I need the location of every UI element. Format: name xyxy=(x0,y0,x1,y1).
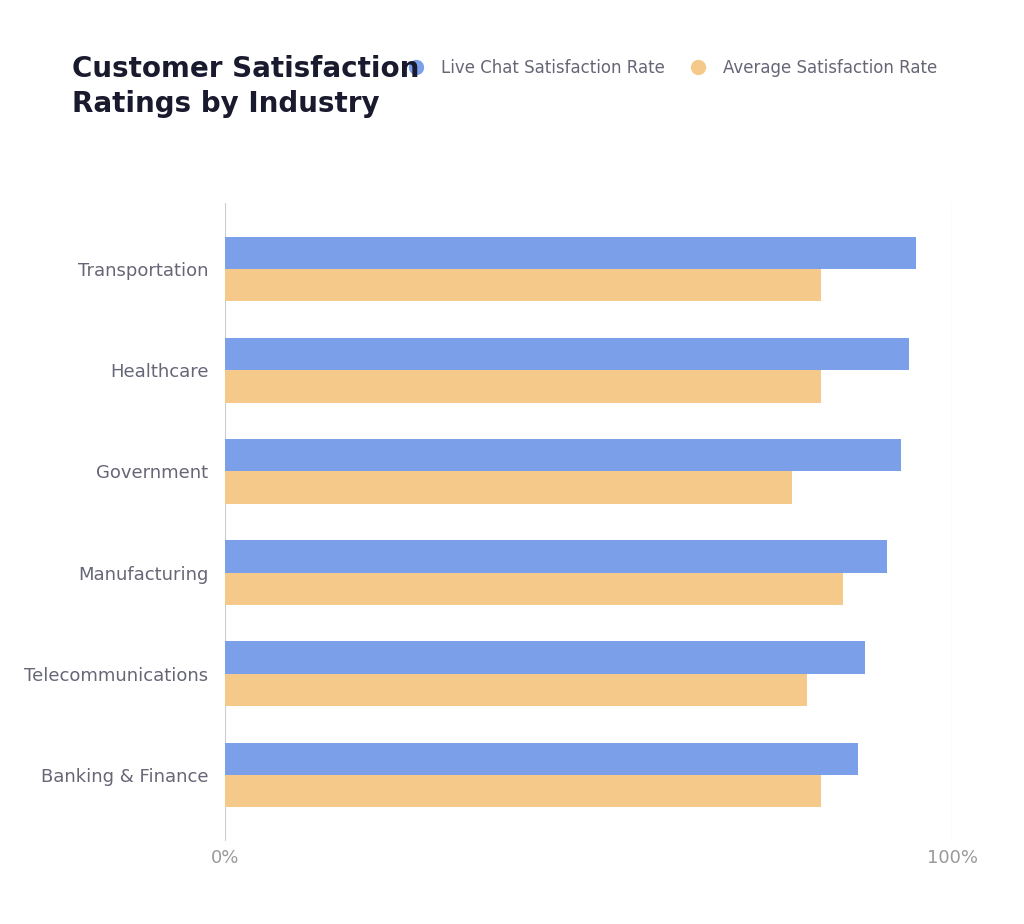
Bar xyxy=(225,641,865,674)
Bar xyxy=(225,541,887,573)
Bar xyxy=(225,743,858,775)
Bar xyxy=(225,338,908,371)
Bar xyxy=(225,439,901,471)
Bar xyxy=(225,371,821,403)
Text: Customer Satisfaction
Ratings by Industry: Customer Satisfaction Ratings by Industr… xyxy=(72,55,419,118)
Bar xyxy=(225,237,916,269)
Bar xyxy=(225,573,844,605)
Bar xyxy=(225,775,821,808)
Bar xyxy=(225,269,821,301)
Legend: Live Chat Satisfaction Rate, Average Satisfaction Rate: Live Chat Satisfaction Rate, Average Sat… xyxy=(392,53,944,83)
Bar xyxy=(225,471,793,504)
Bar xyxy=(225,674,807,706)
